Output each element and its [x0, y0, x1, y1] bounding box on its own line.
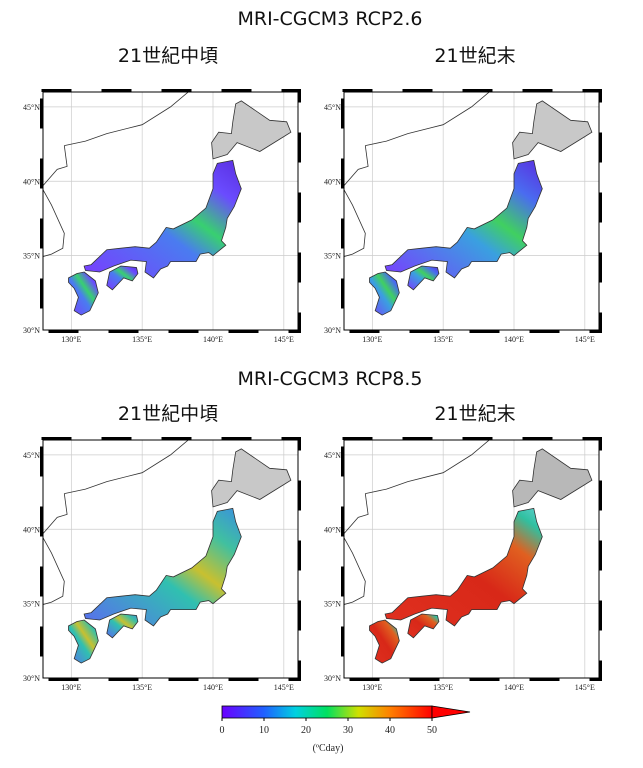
- lon-tick-label: 130°E: [362, 683, 382, 692]
- lat-tick-label: 45°N: [23, 451, 40, 460]
- frame-border: [40, 437, 301, 681]
- lat-tick-label: 30°N: [23, 674, 40, 683]
- coastline: [64, 92, 189, 146]
- colorbar-label: (ºCday): [313, 743, 344, 754]
- map: [344, 92, 599, 330]
- island: [512, 100, 593, 160]
- lon-tick-label: 140°E: [504, 683, 524, 692]
- lat-tick-label: 40°N: [324, 177, 341, 186]
- colorbar-tick-label: 0: [220, 725, 225, 736]
- coastline: [64, 440, 189, 494]
- lon-tick-label: 145°E: [575, 335, 595, 344]
- island: [512, 448, 593, 508]
- lon-tick-label: 135°E: [132, 683, 152, 692]
- island: [211, 100, 292, 160]
- panel-title: 21世紀中頃: [118, 45, 218, 67]
- frame-border: [40, 89, 301, 333]
- coastline: [365, 440, 490, 494]
- lon-tick-label: 130°E: [362, 335, 382, 344]
- island: [369, 271, 400, 316]
- island: [68, 271, 99, 316]
- lat-tick-label: 35°N: [324, 600, 341, 609]
- lat-tick-label: 30°N: [324, 326, 341, 335]
- panel-title: 21世紀末: [434, 403, 515, 425]
- island: [369, 619, 400, 664]
- lat-tick-label: 35°N: [23, 252, 40, 261]
- colorbar: [221, 705, 433, 719]
- panel-title: 21世紀中頃: [118, 403, 218, 425]
- map: [344, 440, 599, 678]
- panel-title: 21世紀末: [434, 45, 515, 67]
- frame-border: [341, 437, 602, 681]
- lat-tick-label: 30°N: [23, 326, 40, 335]
- lon-tick-label: 145°E: [575, 683, 595, 692]
- island: [106, 613, 139, 639]
- colorbar-tick-label: 40: [385, 725, 395, 736]
- lon-tick-label: 130°E: [61, 683, 81, 692]
- island: [83, 507, 242, 627]
- lat-tick-label: 35°N: [324, 252, 341, 261]
- island: [384, 507, 543, 627]
- island: [83, 159, 242, 279]
- lat-tick-label: 40°N: [324, 525, 341, 534]
- frame-border: [341, 89, 602, 333]
- coastline: [43, 493, 68, 605]
- lat-tick-label: 45°N: [324, 103, 341, 112]
- colorbar-tick-label: 30: [343, 725, 353, 736]
- lat-tick-label: 45°N: [23, 103, 40, 112]
- colorbar-tick-label: 50: [427, 725, 437, 736]
- colorbar-extend: [431, 705, 471, 719]
- island: [384, 159, 543, 279]
- section-title: MRI-CGCM3 RCP8.5: [237, 368, 422, 390]
- coastline: [344, 493, 369, 605]
- colorbar-tick-label: 10: [259, 725, 269, 736]
- lon-tick-label: 140°E: [504, 335, 524, 344]
- section-title: MRI-CGCM3 RCP2.6: [237, 8, 422, 30]
- island: [407, 265, 440, 291]
- lat-tick-label: 30°N: [324, 674, 341, 683]
- lat-tick-label: 35°N: [23, 600, 40, 609]
- coastline: [43, 145, 68, 257]
- map: [43, 440, 298, 678]
- lon-tick-label: 145°E: [274, 683, 294, 692]
- coastline: [365, 92, 490, 146]
- lon-tick-label: 140°E: [203, 683, 223, 692]
- colorbar-tick-label: 20: [301, 725, 311, 736]
- island: [211, 448, 292, 508]
- lat-tick-label: 45°N: [324, 451, 341, 460]
- island: [68, 619, 99, 664]
- lat-tick-label: 40°N: [23, 525, 40, 534]
- lat-tick-label: 40°N: [23, 177, 40, 186]
- lon-tick-label: 130°E: [61, 335, 81, 344]
- lon-tick-label: 135°E: [132, 335, 152, 344]
- island: [407, 613, 440, 639]
- lon-tick-label: 135°E: [433, 683, 453, 692]
- lon-tick-label: 140°E: [203, 335, 223, 344]
- coastline: [344, 145, 369, 257]
- island: [106, 265, 139, 291]
- map: [43, 92, 298, 330]
- lon-tick-label: 145°E: [274, 335, 294, 344]
- lon-tick-label: 135°E: [433, 335, 453, 344]
